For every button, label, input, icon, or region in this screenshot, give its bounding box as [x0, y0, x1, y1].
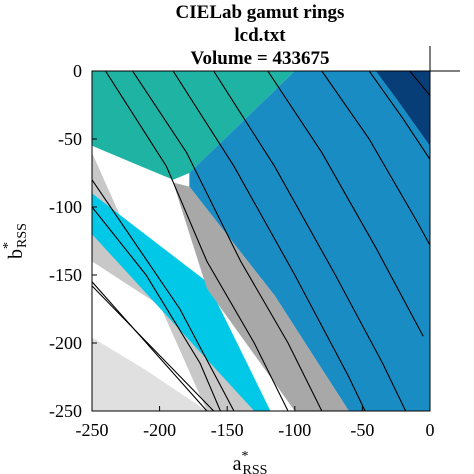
- origin-crosshair: [422, 46, 460, 79]
- x-tick-label: -200: [143, 420, 176, 440]
- gamut-region-cyan: [92, 193, 271, 411]
- gamut-ring-contour: [368, 71, 430, 160]
- gamut-contours: [92, 71, 430, 411]
- gamut-ring-contour: [92, 179, 235, 411]
- chart-title-line-2: lcd.txt: [234, 25, 286, 46]
- gamut-ring-contour: [213, 71, 407, 411]
- y-tick-label: -200: [49, 333, 82, 353]
- y-axis-label-sub: RSS: [15, 223, 30, 248]
- x-tick-label: -250: [76, 420, 109, 440]
- gamut-ring-contour: [267, 71, 424, 337]
- y-tick-label: -50: [58, 129, 82, 149]
- y-axis-ticks: 0 -50 -100 -150 -200 -250: [49, 61, 97, 421]
- gamut-region-light-gray: [92, 291, 207, 411]
- y-tick-label: -150: [49, 265, 82, 285]
- plot-area: [92, 71, 430, 411]
- x-axis-label-sup: *: [241, 449, 248, 464]
- gamut-ring-contour: [409, 71, 430, 96]
- gamut-region-teal: [92, 71, 295, 180]
- x-axis-label-base: a: [233, 453, 242, 474]
- y-tick-label: 0: [73, 61, 82, 81]
- y-tick-label: -250: [49, 401, 82, 421]
- gamut-regions: [92, 71, 430, 411]
- x-tick-label: -50: [350, 420, 374, 440]
- y-axis-label: b*RSS: [1, 223, 30, 259]
- x-axis-label: a* RSS: [233, 449, 268, 474]
- x-tick-label: 0: [426, 420, 435, 440]
- gamut-region-mid-gray: [92, 152, 271, 411]
- gamut-ring-contour: [92, 206, 221, 411]
- gamut-ring-contour: [92, 281, 208, 411]
- y-tick-label: -100: [49, 197, 82, 217]
- gamut-ring-contour: [172, 71, 366, 411]
- plot-frame: [91, 70, 431, 412]
- gamut-region-navy: [375, 71, 430, 146]
- y-axis-label-sup: *: [1, 242, 16, 249]
- gamut-region-blue-mid: [189, 71, 430, 411]
- x-axis-ticks: -250 -200 -150 -100 -50 0: [76, 406, 435, 440]
- y-axis-label-base: b: [5, 249, 27, 259]
- x-axis-label-sub: RSS: [242, 463, 267, 474]
- gamut-ring-contour: [92, 285, 215, 411]
- x-tick-label: -150: [211, 420, 244, 440]
- gamut-ring-contour: [321, 71, 430, 246]
- x-tick-label: -100: [278, 420, 311, 440]
- gamut-ring-contour: [132, 71, 323, 411]
- chart-title-line-1: CIELab gamut rings: [176, 2, 345, 23]
- gamut-ring-contour: [105, 71, 289, 411]
- chart-title-line-3: Volume = 433675: [191, 48, 330, 69]
